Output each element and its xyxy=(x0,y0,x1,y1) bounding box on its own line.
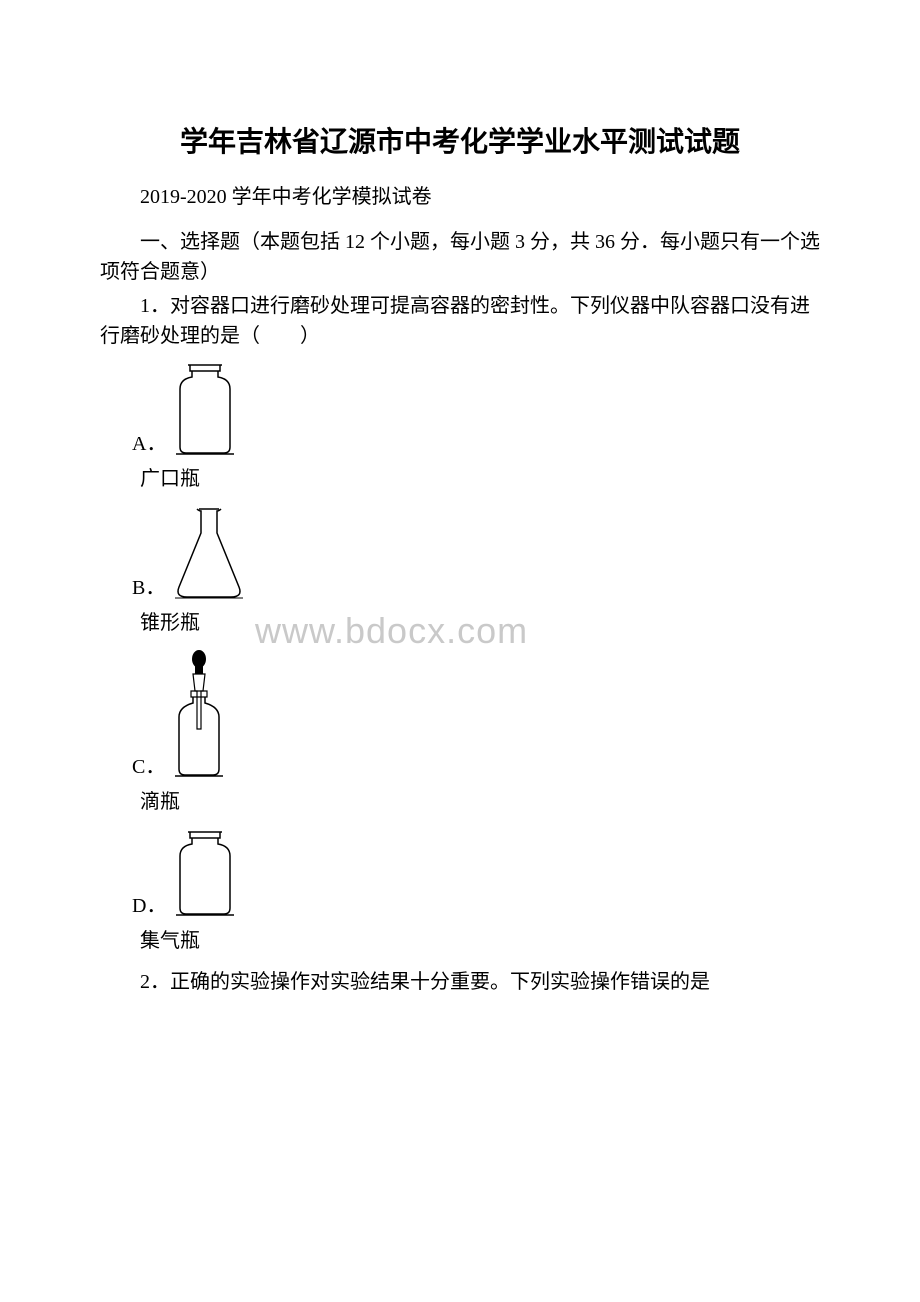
document-content: 学年吉林省辽源市中考化学学业水平测试试题 2019-2020 学年中考化学模拟试… xyxy=(100,120,820,997)
wide-mouth-bottle-icon xyxy=(170,361,240,456)
option-b-label: 锥形瓶 xyxy=(140,606,820,635)
document-title: 学年吉林省辽源市中考化学学业水平测试试题 xyxy=(100,120,820,160)
option-b-letter: B． xyxy=(132,571,165,600)
option-a-letter: A． xyxy=(132,427,166,456)
option-c-row: C． xyxy=(132,649,820,779)
option-b-row: B． xyxy=(132,505,820,600)
document-subtitle: 2019-2020 学年中考化学模拟试卷 xyxy=(100,180,820,209)
option-d-letter: D． xyxy=(132,889,166,918)
option-d-label: 集气瓶 xyxy=(140,924,820,953)
question-2-text: 2．正确的实验操作对实验结果十分重要。下列实验操作错误的是 xyxy=(100,967,820,997)
option-a-row: A． xyxy=(132,361,820,456)
gas-jar-icon xyxy=(170,828,240,918)
question-1-text: 1．对容器口进行磨砂处理可提高容器的密封性。下列仪器中队容器口没有进行磨砂处理的… xyxy=(100,291,820,351)
option-c-letter: C． xyxy=(132,750,165,779)
section-header: 一、选择题（本题包括 12 个小题，每小题 3 分，共 36 分．每小题只有一个… xyxy=(100,227,820,287)
option-a-label: 广口瓶 xyxy=(140,462,820,491)
option-c-label: 滴瓶 xyxy=(140,785,820,814)
dropper-bottle-icon xyxy=(169,649,229,779)
conical-flask-icon xyxy=(169,505,249,600)
option-d-row: D． xyxy=(132,828,820,918)
